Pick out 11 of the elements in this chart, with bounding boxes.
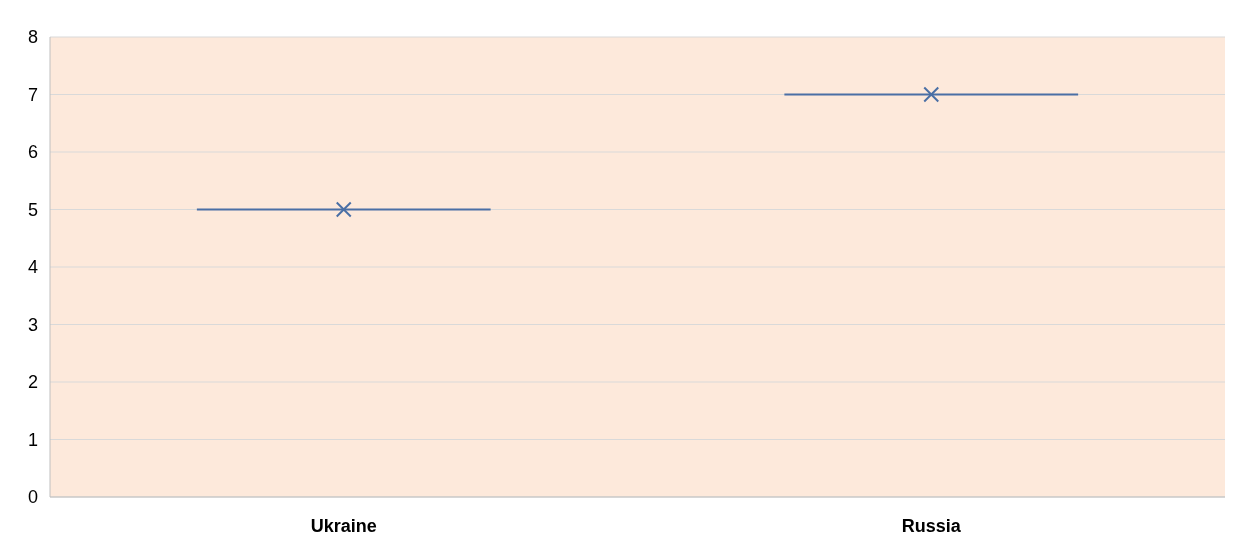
y-tick-label: 8 (27, 27, 38, 48)
y-tick-label: 1 (27, 429, 38, 450)
y-tick-label: 0 (27, 487, 38, 508)
x-tick-label: Ukraine (310, 516, 377, 536)
y-tick-label: 7 (27, 84, 38, 105)
x-tick-label: Russia (901, 516, 962, 536)
y-tick-label: 5 (27, 199, 38, 220)
y-tick-label: 6 (27, 142, 38, 163)
y-tick-label: 3 (27, 314, 38, 335)
y-tick-label: 4 (27, 257, 38, 278)
y-tick-label: 2 (27, 372, 38, 393)
